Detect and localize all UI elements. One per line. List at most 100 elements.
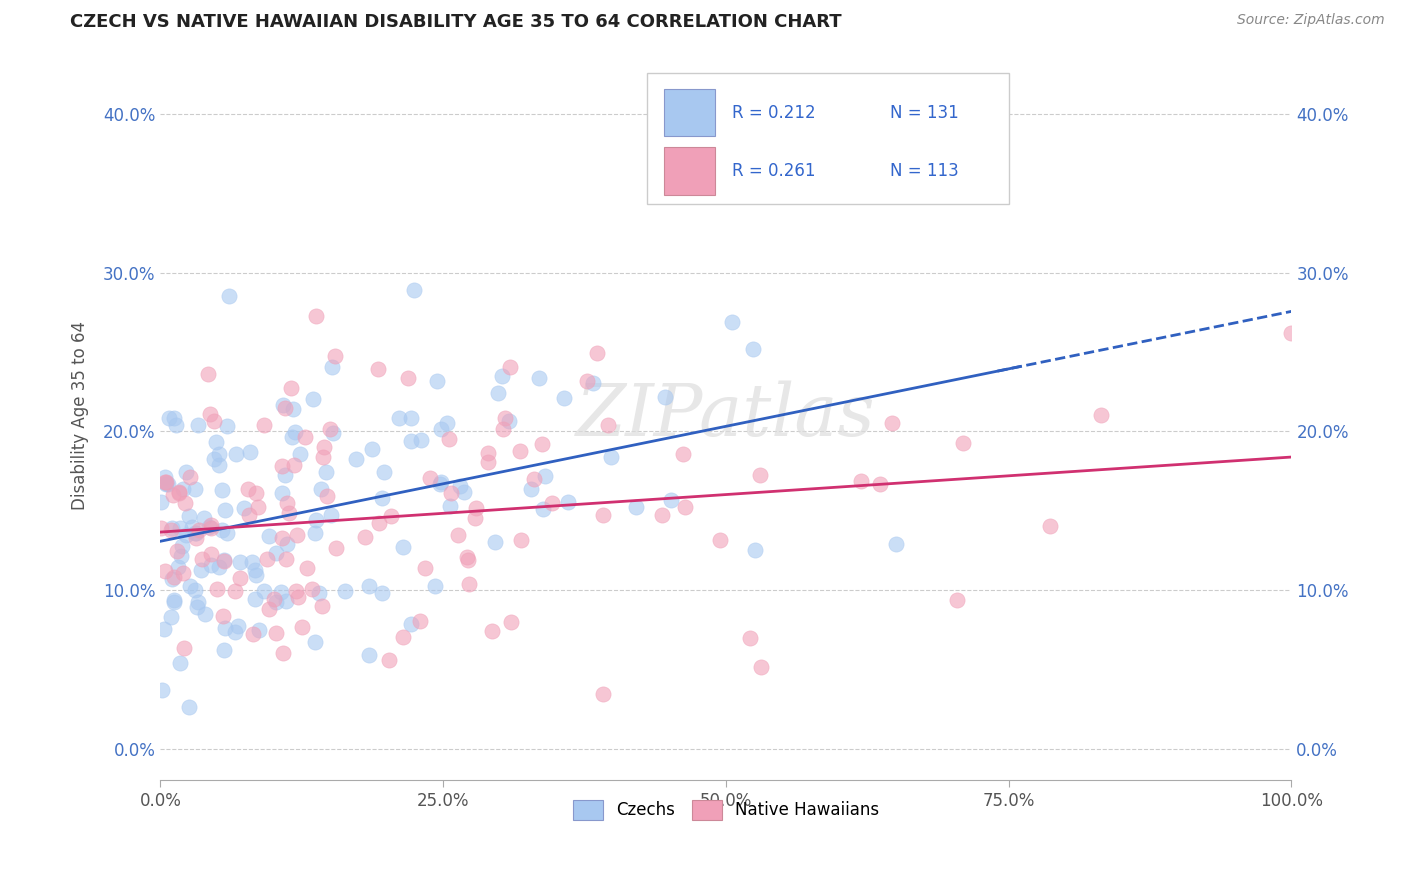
Y-axis label: Disability Age 35 to 64: Disability Age 35 to 64: [72, 321, 89, 510]
Point: [238, 508, 260, 522]
Point: [167, 485, 190, 500]
Point: [491, 369, 513, 384]
Point: [301, 582, 323, 597]
Point: [169, 520, 191, 534]
Point: [163, 569, 186, 583]
Point: [709, 533, 731, 548]
Point: [353, 530, 375, 544]
Point: [257, 529, 280, 543]
Point: [160, 572, 183, 586]
Point: [157, 477, 180, 491]
Point: [266, 594, 288, 608]
Point: [457, 577, 479, 591]
Point: [150, 521, 173, 535]
Text: N = 113: N = 113: [890, 162, 959, 180]
Point: [205, 582, 228, 596]
Point: [172, 483, 194, 497]
Point: [401, 434, 423, 449]
Point: [533, 468, 555, 483]
Point: [257, 602, 280, 616]
Point: [187, 594, 209, 608]
Point: [287, 527, 309, 541]
Point: [214, 621, 236, 635]
Point: [163, 411, 186, 425]
Point: [319, 508, 342, 522]
Point: [651, 508, 673, 523]
Point: [361, 442, 384, 456]
Point: [371, 491, 394, 506]
Point: [162, 595, 184, 609]
Point: [749, 660, 772, 674]
Point: [749, 468, 772, 483]
Point: [166, 544, 188, 558]
Point: [179, 508, 201, 523]
Point: [399, 617, 422, 632]
Point: [278, 506, 301, 520]
Point: [184, 526, 207, 541]
Point: [153, 622, 176, 636]
Point: [173, 641, 195, 656]
Point: [191, 551, 214, 566]
Point: [184, 482, 207, 496]
Point: [197, 368, 219, 382]
Point: [160, 523, 183, 537]
Point: [1039, 518, 1062, 533]
Point: [498, 360, 520, 375]
Point: [484, 535, 506, 549]
Point: [301, 392, 323, 407]
Point: [477, 446, 499, 460]
Point: [309, 482, 332, 496]
Point: [509, 443, 531, 458]
Point: [399, 411, 422, 425]
Point: [437, 432, 460, 446]
Point: [418, 807, 440, 822]
Point: [464, 501, 486, 516]
Point: [184, 531, 207, 545]
Point: [270, 485, 292, 500]
Point: [200, 547, 222, 561]
Point: [510, 533, 533, 547]
Point: [253, 584, 276, 599]
Point: [586, 346, 609, 360]
FancyBboxPatch shape: [647, 72, 1008, 204]
Point: [172, 539, 194, 553]
Point: [311, 599, 333, 613]
FancyBboxPatch shape: [664, 89, 714, 136]
Point: [425, 578, 447, 592]
Point: [153, 469, 176, 483]
Point: [742, 342, 765, 356]
Point: [162, 487, 184, 501]
Point: [582, 376, 605, 391]
Point: [884, 537, 907, 551]
Point: [408, 614, 430, 628]
Point: [672, 447, 695, 461]
Point: [430, 422, 453, 436]
Point: [498, 414, 520, 428]
Point: [276, 495, 298, 509]
Point: [245, 485, 267, 500]
Point: [453, 485, 475, 500]
Point: [592, 687, 614, 701]
Point: [246, 500, 269, 515]
Point: [276, 537, 298, 551]
Point: [256, 552, 278, 566]
Point: [419, 471, 441, 485]
Point: [283, 401, 305, 416]
Point: [287, 590, 309, 604]
Point: [200, 517, 222, 532]
Point: [371, 586, 394, 600]
Point: [557, 494, 579, 508]
Point: [596, 418, 619, 433]
Point: [447, 528, 470, 542]
Point: [242, 626, 264, 640]
Point: [411, 433, 433, 447]
Point: [396, 370, 419, 384]
Point: [240, 555, 263, 569]
Point: [167, 559, 190, 574]
Point: [721, 315, 744, 329]
Point: [253, 418, 276, 433]
Point: [174, 465, 197, 479]
Point: [304, 634, 326, 648]
Point: [155, 477, 177, 491]
Point: [429, 476, 451, 491]
